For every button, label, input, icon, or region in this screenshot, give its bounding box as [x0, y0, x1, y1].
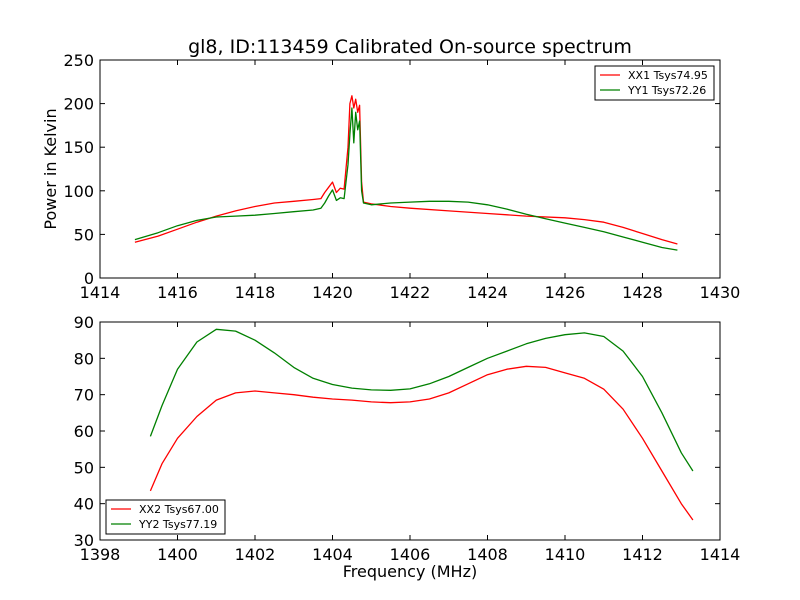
top-x-tick-label: 1416 [157, 283, 198, 302]
bottom-y-tick-label: 80 [74, 349, 94, 368]
bottom-x-tick-label: 1406 [390, 545, 431, 564]
top-y-tick-label: 50 [74, 225, 94, 244]
top-x-tick-label: 1426 [545, 283, 586, 302]
top-y-tick-label: 200 [63, 95, 94, 114]
bottom-series-line-1 [149, 328, 694, 472]
top-spectrum-plot: 1414 1416 1418 1420 1422 1424 1426 1428 1430 0 50 1… [41, 51, 740, 302]
top-y-tick-label: 0 [84, 269, 94, 288]
top-x-tick-label: 1418 [235, 283, 276, 302]
bottom-x-tick-label: 1412 [622, 545, 663, 564]
bottom-x-tick-label: 1410 [545, 545, 586, 564]
bottom-x-tick-label: 1400 [157, 545, 198, 564]
top-x-tick-label: 1420 [312, 283, 353, 302]
top-x-tick-label: 1428 [622, 283, 663, 302]
bottom-x-tick-label: 1408 [467, 545, 508, 564]
top-ticks: 1414 1416 1418 1420 1422 1424 1426 1428 1430 0 50 1… [63, 51, 740, 302]
bottom-x-tick-label: 1404 [312, 545, 353, 564]
bottom-x-tick-label: 1398 [80, 545, 121, 564]
bottom-legend-box [105, 499, 226, 535]
top-legend: XX1 Tsys74.95 YY1 Tsys72.26 [594, 65, 715, 101]
bottom-legend: XX2 Tsys67.00 YY2 Tsys77.19 [105, 499, 226, 535]
top-y-axis-label: Power in Kelvin [41, 108, 60, 229]
top-x-tick-label: 1414 [80, 283, 121, 302]
top-legend-box [594, 65, 715, 101]
bottom-spectrum-plot: 1398 1400 1402 1404 1406 1408 1410 1412 1414 30 40… [74, 313, 741, 581]
bottom-y-tick-label: 40 [74, 495, 94, 514]
bottom-legend-label-xx2: XX2 Tsys67.00 [139, 503, 219, 516]
top-legend-label-yy1: YY1 Tsys72.26 [627, 84, 706, 97]
bottom-legend-label-yy2: YY2 Tsys77.19 [138, 518, 217, 531]
top-series-line-1 [134, 107, 678, 251]
top-x-tick-label: 1422 [390, 283, 431, 302]
bottom-y-tick-label: 30 [74, 531, 94, 550]
bottom-series-line-0 [149, 365, 694, 521]
top-y-tick-label: 250 [63, 51, 94, 70]
figure-title: gl8, ID:113459 Calibrated On-source spec… [188, 36, 632, 58]
bottom-x-axis-label: Frequency (MHz) [343, 562, 477, 581]
bottom-x-tick-label: 1402 [235, 545, 276, 564]
top-y-tick-label: 150 [63, 138, 94, 157]
top-series-lines [134, 95, 678, 251]
bottom-series-lines [149, 328, 694, 521]
bottom-ticks: 1398 1400 1402 1404 1406 1408 1410 1412 1414 30 40… [74, 313, 741, 564]
bottom-y-tick-label: 70 [74, 386, 94, 405]
bottom-y-tick-label: 50 [74, 458, 94, 477]
top-x-tick-label: 1424 [467, 283, 508, 302]
top-series-line-0 [134, 95, 678, 245]
top-x-tick-label: 1430 [700, 283, 741, 302]
bottom-y-tick-label: 90 [74, 313, 94, 332]
bottom-x-tick-label: 1414 [700, 545, 741, 564]
top-y-tick-label: 100 [63, 182, 94, 201]
top-legend-label-xx1: XX1 Tsys74.95 [628, 69, 708, 82]
bottom-y-tick-label: 60 [74, 422, 94, 441]
